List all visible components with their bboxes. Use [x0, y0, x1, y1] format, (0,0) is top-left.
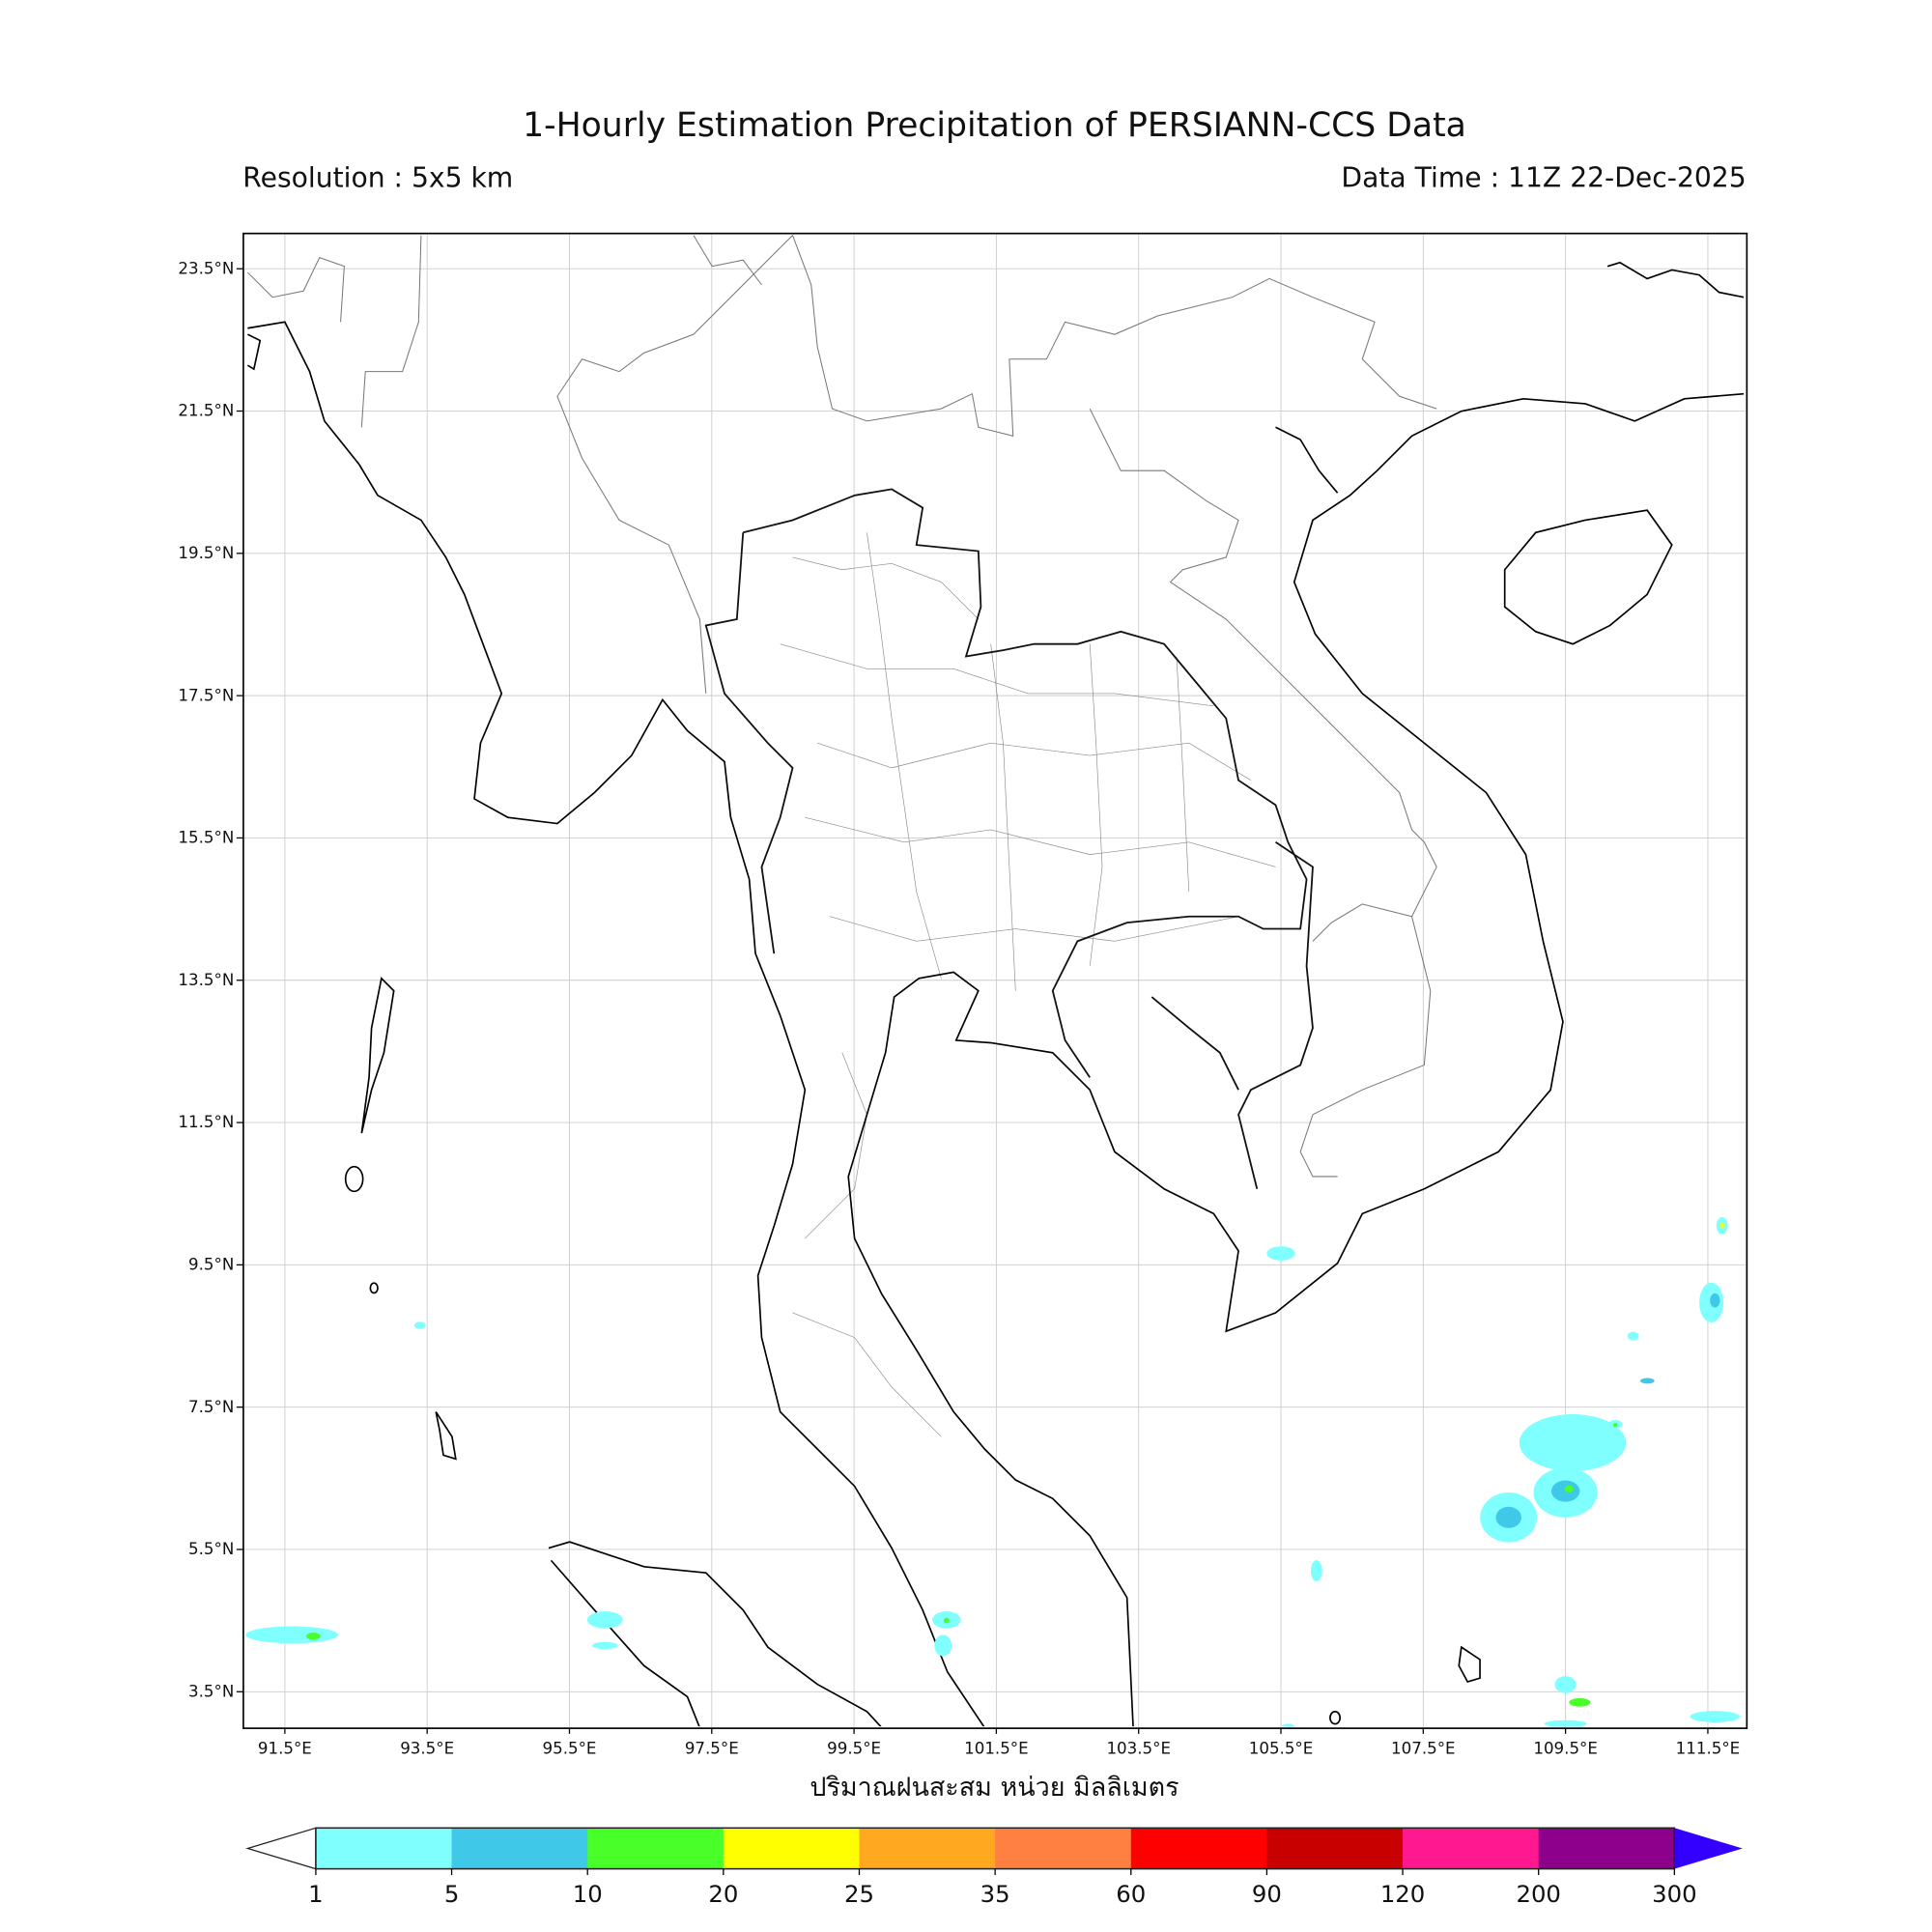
lon-tick-label: 101.5°E — [964, 1739, 1029, 1757]
colorbar-label: ปริมาณฝนสะสม หน่วย มิลลิเมตร — [810, 1773, 1179, 1803]
colorbar: 1 5 10 20 25 35 60 90 120 200 300 — [245, 1827, 1743, 1908]
precipitation-cell — [1564, 1485, 1574, 1493]
precipitation-cell — [1544, 1719, 1587, 1727]
colorbar-segment — [723, 1828, 861, 1869]
colorbar-tick-label: 300 — [1652, 1880, 1696, 1908]
lat-tick-label: 21.5°N — [178, 402, 234, 420]
lat-tick-label: 23.5°N — [178, 259, 234, 277]
precipitation-cell — [1495, 1506, 1521, 1528]
colorbar-tick-label: 5 — [444, 1880, 460, 1908]
colorbar-tick-label: 200 — [1516, 1880, 1560, 1908]
thailand-province-borders — [780, 532, 1276, 1437]
colorbar-segment — [1130, 1828, 1268, 1869]
lat-tick-label: 11.5°N — [178, 1113, 234, 1131]
lon-tick-label: 93.5°E — [400, 1739, 454, 1757]
lon-tick-label: 109.5°E — [1533, 1739, 1598, 1757]
precipitation-cell — [1310, 1560, 1322, 1582]
colorbar-tick-label: 60 — [1116, 1880, 1146, 1908]
colorbar-over-arrow — [1674, 1828, 1743, 1869]
lat-tick-label: 9.5°N — [188, 1255, 234, 1273]
precipitation-cell — [1690, 1711, 1741, 1722]
latitude-tick-labels: 23.5°N 21.5°N 19.5°N 17.5°N 15.5°N 13.5°N 11.5… — [178, 259, 243, 1700]
resolution-label: Resolution : 5x5 km — [242, 162, 513, 194]
colorbar-tick-label: 120 — [1380, 1880, 1425, 1908]
lon-tick-label: 95.5°E — [543, 1739, 597, 1757]
colorbar-segment — [859, 1828, 996, 1869]
precipitation-cell — [305, 1633, 321, 1640]
map-panel: 91.5°E 93.5°E 95.5°E 97.5°E 99.5°E 101.5°E 103… — [178, 232, 1748, 1757]
precipitation-cell — [413, 1321, 426, 1329]
precipitation-cell — [586, 1611, 623, 1629]
precipitation-cell — [1554, 1676, 1577, 1693]
precipitation-cell — [1569, 1697, 1591, 1707]
lat-tick-label: 5.5°N — [188, 1540, 234, 1558]
lon-tick-label: 111.5°E — [1676, 1739, 1741, 1757]
colorbar-segment — [1266, 1828, 1404, 1869]
colorbar-tick-label: 90 — [1252, 1880, 1282, 1908]
colorbar-tick-label: 35 — [980, 1880, 1010, 1908]
colorbar-segment — [1403, 1828, 1540, 1869]
colorbar-segment — [1538, 1828, 1675, 1869]
precipitation-cell — [245, 1626, 339, 1644]
country-borders — [247, 235, 1437, 1178]
lon-tick-label: 107.5°E — [1391, 1739, 1456, 1757]
figure-title: 1-Hourly Estimation Precipitation of PER… — [523, 106, 1466, 145]
map-frame — [242, 232, 1748, 1729]
lat-tick-label: 17.5°N — [178, 686, 234, 704]
precipitation-cell — [934, 1634, 952, 1657]
coastlines — [246, 261, 1745, 1727]
lon-tick-label: 103.5°E — [1106, 1739, 1171, 1757]
colorbar-tick-label: 10 — [573, 1880, 603, 1908]
colorbar-tick-label: 20 — [708, 1880, 738, 1908]
precipitation-cell — [1627, 1331, 1639, 1341]
precipitation-cell — [1639, 1378, 1655, 1384]
lon-tick-label: 105.5°E — [1249, 1739, 1314, 1757]
precipitation-cell — [943, 1617, 950, 1624]
lat-tick-label: 15.5°N — [178, 829, 234, 847]
precipitation-cell — [1281, 1723, 1295, 1727]
precipitation-cell — [1550, 1480, 1580, 1502]
longitude-tick-labels: 91.5°E 93.5°E 95.5°E 97.5°E 99.5°E 101.5°E 103… — [258, 1727, 1740, 1757]
lat-tick-label: 7.5°N — [188, 1398, 234, 1416]
gridlines — [243, 234, 1746, 1728]
precipitation-layer — [245, 1217, 1741, 1727]
precipitation-cell — [1612, 1422, 1618, 1428]
data-time-label: Data Time : 11Z 22-Dec-2025 — [1341, 162, 1746, 194]
colorbar-tick-label: 1 — [308, 1880, 324, 1908]
precipitation-cell — [1266, 1246, 1295, 1261]
precipitation-cell — [1710, 1293, 1720, 1308]
colorbar-segment — [315, 1828, 453, 1869]
colorbar-segment — [587, 1828, 724, 1869]
lat-tick-label: 3.5°N — [188, 1682, 234, 1700]
lon-tick-label: 91.5°E — [258, 1739, 312, 1757]
precipitation-cell — [592, 1641, 618, 1650]
colorbar-tick-label: 25 — [844, 1880, 874, 1908]
thailand-border — [704, 488, 1314, 1189]
lat-tick-label: 13.5°N — [178, 971, 234, 989]
colorbar-under-arrow — [245, 1827, 317, 1870]
precipitation-cell — [1719, 1222, 1724, 1229]
lat-tick-label: 19.5°N — [178, 544, 234, 562]
colorbar-segment — [995, 1828, 1132, 1869]
lon-tick-label: 97.5°E — [685, 1739, 739, 1757]
colorbar-segment — [451, 1828, 588, 1869]
precipitation-cell — [1519, 1414, 1627, 1471]
lon-tick-label: 99.5°E — [827, 1739, 881, 1757]
